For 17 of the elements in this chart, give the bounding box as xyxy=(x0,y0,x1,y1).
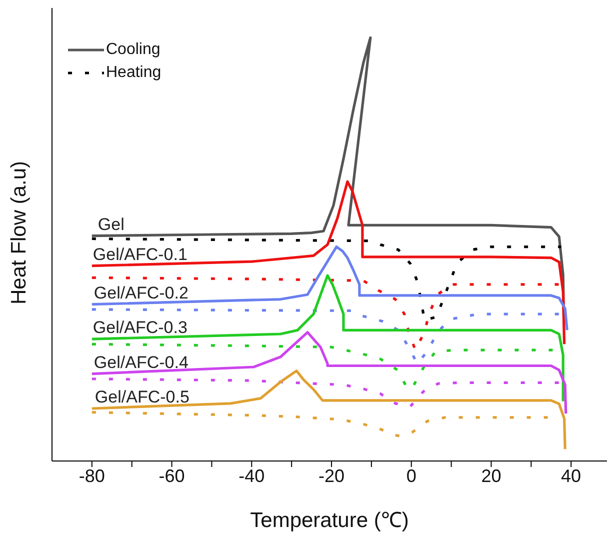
x-tick-label: 20 xyxy=(481,466,502,486)
x-tick-label: -60 xyxy=(158,466,185,486)
legend-label: Cooling xyxy=(106,40,160,58)
x-tick-label: -80 xyxy=(78,466,105,486)
legend-label: Heating xyxy=(106,64,162,82)
y-axis-title: Heat Flow (a.u) xyxy=(7,160,30,304)
annotation: Gel/AFC-0.4 xyxy=(94,352,188,372)
x-tick-label: 0 xyxy=(406,466,416,486)
annotation: Gel/AFC-0.2 xyxy=(94,283,188,302)
annotation: Gel xyxy=(98,214,124,234)
annotation: Gel/AFC-0.1 xyxy=(92,244,188,264)
x-axis-title: Temperature (℃) xyxy=(250,509,409,532)
x-tick-label: -20 xyxy=(318,466,345,486)
annotation: Gel/AFC-0.3 xyxy=(92,318,188,338)
annotation: Gel/AFC-0.5 xyxy=(94,388,190,407)
x-tick-label: 40 xyxy=(561,466,582,486)
x-tick-label: -40 xyxy=(238,466,265,486)
